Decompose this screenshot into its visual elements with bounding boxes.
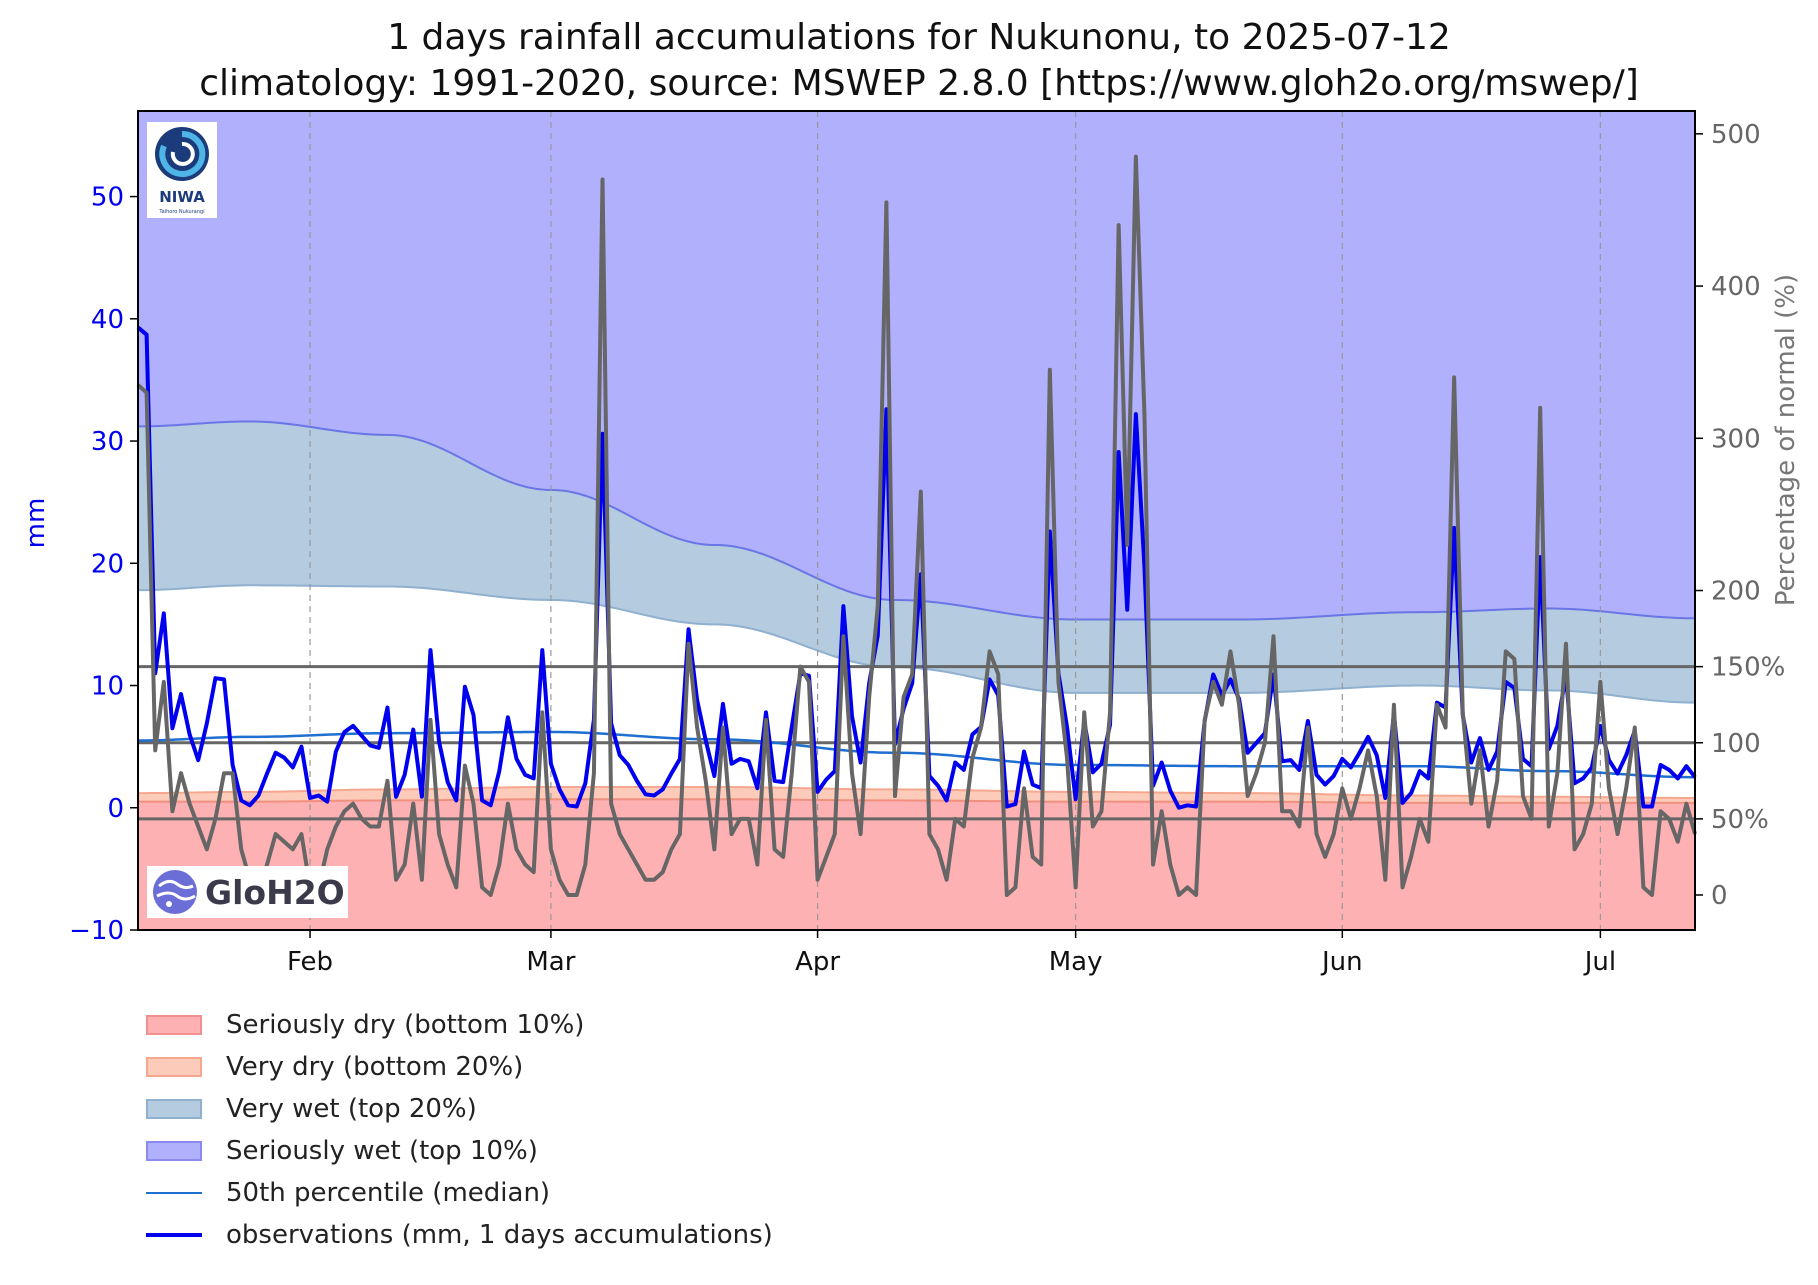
percent-of-normal-line — [136, 154, 1697, 897]
right-tick-label: 200 — [1711, 577, 1761, 607]
climatology-bands — [137, 111, 1696, 930]
legend-item: Very dry (bottom 20%) — [146, 1046, 773, 1088]
legend-swatch — [146, 1015, 202, 1035]
left-tick-label: 0 — [107, 794, 124, 824]
right-tick-label: 100 — [1711, 729, 1761, 759]
legend-label: Seriously wet (top 10%) — [226, 1136, 538, 1166]
legend-item: Very wet (top 20%) — [146, 1088, 773, 1130]
series-lines — [136, 154, 1697, 897]
p10-edge-line — [138, 798, 1695, 804]
legend-label: Very dry (bottom 20%) — [226, 1052, 524, 1082]
right-tick-label: 50% — [1711, 805, 1769, 835]
left-tick-label: 20 — [91, 549, 124, 579]
legend-label: observations (mm, 1 days accumulations) — [226, 1220, 773, 1250]
gloh2o-logo: GloH2O — [147, 866, 348, 918]
plot-frame — [137, 110, 1696, 931]
median-line — [137, 730, 1696, 779]
niwa-swirl-icon: NIWA Taihoro Nukurangi — [155, 127, 209, 215]
band-seriously-wet — [138, 111, 1695, 620]
left-tick-label: 50 — [91, 183, 124, 213]
right-tick-label: 150% — [1711, 653, 1785, 683]
left-tick-label: 40 — [91, 305, 124, 335]
legend-label: 50th percentile (median) — [226, 1178, 551, 1208]
legend-label: Seriously dry (bottom 10%) — [226, 1010, 585, 1040]
x-tick-label: Apr — [795, 947, 840, 977]
chart-title-line1: 1 days rainfall accumulations for Nukuno… — [387, 17, 1451, 58]
legend-item: observations (mm, 1 days accumulations) — [146, 1214, 773, 1256]
right-tick-label: 400 — [1711, 272, 1761, 302]
legend-label: Very wet (top 20%) — [226, 1094, 477, 1124]
x-tick-label: Jun — [1320, 947, 1363, 977]
niwa-subtext: Taihoro Nukurangi — [158, 209, 204, 215]
legend: Seriously dry (bottom 10%) Very dry (bott… — [146, 1004, 773, 1256]
legend-item: Seriously dry (bottom 10%) — [146, 1004, 773, 1046]
x-tick-label: Jul — [1583, 947, 1616, 977]
right-tick-label: 500 — [1711, 120, 1761, 150]
legend-swatch — [146, 1141, 202, 1161]
niwa-text: NIWA — [159, 188, 205, 206]
legend-swatch — [146, 1057, 202, 1077]
x-tick-label: Mar — [526, 947, 575, 977]
legend-swatch — [146, 1099, 202, 1119]
gloh2o-text: GloH2O — [205, 872, 345, 912]
left-tick-label: 10 — [91, 672, 124, 702]
x-tick-label: Feb — [287, 947, 333, 977]
niwa-logo: NIWA Taihoro Nukurangi — [147, 122, 217, 218]
legend-item: 50th percentile (median) — [146, 1172, 773, 1214]
left-tick-label: 30 — [91, 427, 124, 457]
x-tick-label: May — [1049, 947, 1103, 977]
legend-line-swatch — [146, 1233, 202, 1237]
axes: −1001020304050050%100150%200300400500Feb… — [69, 110, 1785, 977]
right-tick-label: 300 — [1711, 424, 1761, 454]
left-tick-label: −10 — [69, 916, 124, 946]
globe-icon — [153, 870, 197, 914]
legend-item: Seriously wet (top 10%) — [146, 1130, 773, 1172]
band-seriously-dry — [138, 799, 1695, 930]
left-axis-label: mm — [21, 498, 51, 549]
band-very-wet — [138, 421, 1695, 703]
right-axis-label: Percentage of normal (%) — [1771, 274, 1801, 606]
right-tick-label: 0 — [1711, 881, 1728, 911]
chart-title-line2: climatology: 1991-2020, source: MSWEP 2.… — [199, 63, 1639, 104]
legend-line-swatch — [146, 1192, 202, 1194]
